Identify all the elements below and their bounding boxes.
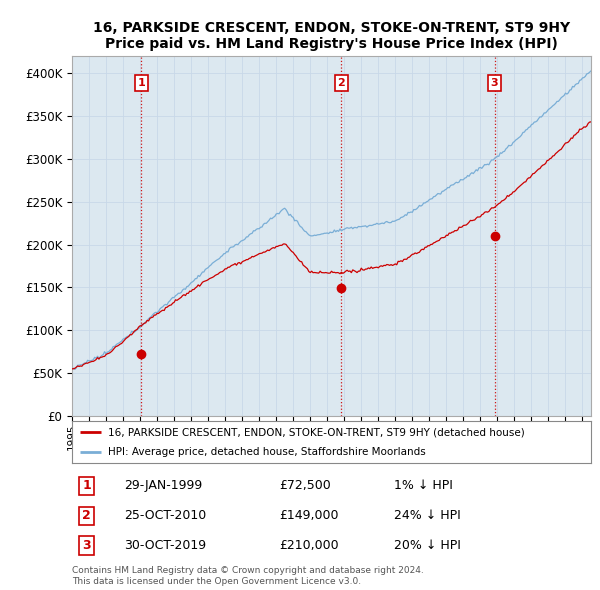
Text: 2: 2 — [82, 509, 91, 522]
Text: £210,000: £210,000 — [280, 539, 339, 552]
Text: 24% ↓ HPI: 24% ↓ HPI — [394, 509, 461, 522]
Text: 3: 3 — [491, 78, 499, 88]
Text: 2: 2 — [337, 78, 345, 88]
Text: £72,500: £72,500 — [280, 480, 331, 493]
Text: 30-OCT-2019: 30-OCT-2019 — [124, 539, 206, 552]
Text: 16, PARKSIDE CRESCENT, ENDON, STOKE-ON-TRENT, ST9 9HY (detached house): 16, PARKSIDE CRESCENT, ENDON, STOKE-ON-T… — [109, 427, 525, 437]
Title: 16, PARKSIDE CRESCENT, ENDON, STOKE-ON-TRENT, ST9 9HY
Price paid vs. HM Land Reg: 16, PARKSIDE CRESCENT, ENDON, STOKE-ON-T… — [93, 21, 570, 51]
Text: £149,000: £149,000 — [280, 509, 339, 522]
Text: 1: 1 — [137, 78, 145, 88]
Text: Contains HM Land Registry data © Crown copyright and database right 2024.
This d: Contains HM Land Registry data © Crown c… — [72, 566, 424, 586]
Text: 25-OCT-2010: 25-OCT-2010 — [124, 509, 206, 522]
Text: 20% ↓ HPI: 20% ↓ HPI — [394, 539, 461, 552]
Text: 1: 1 — [82, 480, 91, 493]
Text: 3: 3 — [82, 539, 91, 552]
Text: 1% ↓ HPI: 1% ↓ HPI — [394, 480, 452, 493]
Text: 29-JAN-1999: 29-JAN-1999 — [124, 480, 202, 493]
Text: HPI: Average price, detached house, Staffordshire Moorlands: HPI: Average price, detached house, Staf… — [109, 447, 426, 457]
